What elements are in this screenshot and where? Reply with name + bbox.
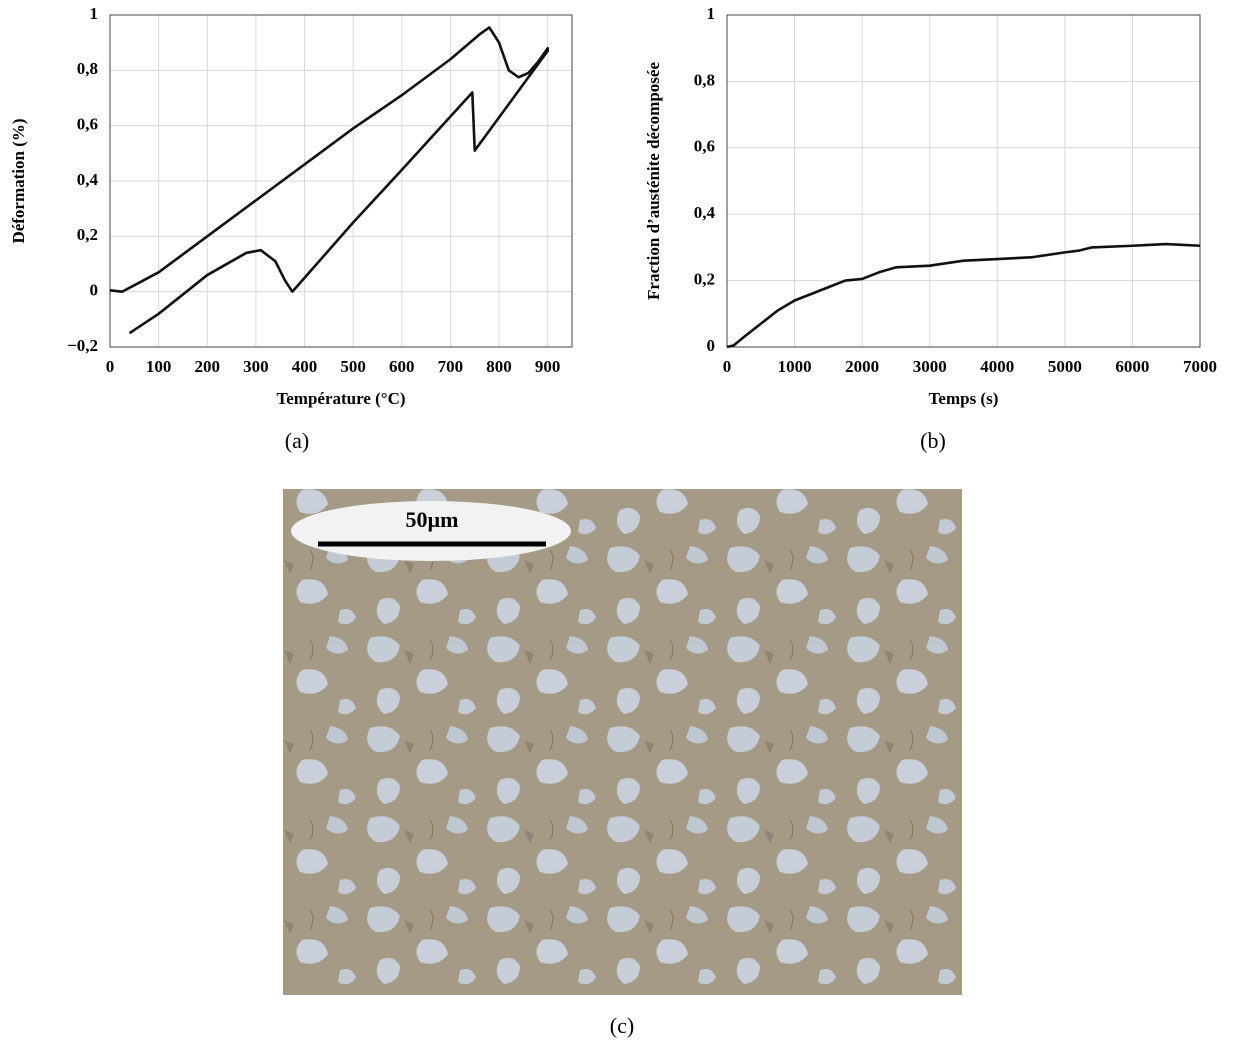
y-tick-label: −0,2 <box>67 336 98 355</box>
chart: 0 1000 2000 3000 4000 5000 6000 7000 0 0,2 0,4 0,6 0… <box>644 4 1217 453</box>
y-tick-label: 0,2 <box>694 270 715 289</box>
caption: (a) <box>285 428 309 453</box>
x-axis-label: Température (°C) <box>276 389 405 408</box>
y-tick-label: 0,4 <box>694 203 716 222</box>
micrograph-image <box>283 489 962 995</box>
plot-frame <box>109 14 573 348</box>
x-tick-label: 2000 <box>845 357 879 376</box>
x-tick-label: 4000 <box>980 357 1014 376</box>
x-tick-label: 0 <box>106 357 115 376</box>
x-tick-label: 400 <box>292 357 318 376</box>
y-axis-label: Fraction d’austénite décomposée <box>644 62 663 300</box>
y-tick-label: 1 <box>707 4 716 23</box>
caption: (c) <box>610 1013 634 1038</box>
x-tick-label: 200 <box>195 357 221 376</box>
x-tick-label: 800 <box>486 357 512 376</box>
y-axis-label: Déformation (%) <box>9 118 28 243</box>
caption: (b) <box>920 428 946 453</box>
y-tick-label: 0,2 <box>77 225 98 244</box>
data-line <box>726 242 1201 349</box>
y-tick-label: 0 <box>707 336 716 355</box>
x-tick-label: 0 <box>723 357 732 376</box>
x-tick-label: 1000 <box>778 357 812 376</box>
x-tick-label: 7000 <box>1183 357 1217 376</box>
chart: 0 100 200 300 400 500 600 700 800 900 −0,2 0 0,2 0,4 0… <box>9 4 573 453</box>
y-tick-label: 0 <box>90 281 99 300</box>
x-tick-label: 3000 <box>913 357 947 376</box>
y-tick-label: 1 <box>90 4 99 23</box>
x-tick-label: 100 <box>146 357 172 376</box>
x-tick-label: 300 <box>243 357 269 376</box>
x-tick-label: 700 <box>438 357 464 376</box>
x-tick-label: 5000 <box>1048 357 1082 376</box>
plot-frame <box>726 14 1201 348</box>
x-axis-label: Temps (s) <box>929 389 999 408</box>
y-tick-label: 0,6 <box>77 115 98 134</box>
y-tick-label: 0,8 <box>694 70 715 89</box>
scale-label: 50µm <box>405 507 458 532</box>
y-tick-label: 0,4 <box>77 170 99 189</box>
data-line <box>109 26 549 335</box>
y-tick-label: 0,6 <box>694 137 715 156</box>
x-tick-label: 6000 <box>1115 357 1149 376</box>
x-tick-label: 600 <box>389 357 415 376</box>
x-tick-label: 500 <box>340 357 366 376</box>
x-tick-label: 900 <box>535 357 561 376</box>
y-tick-label: 0,8 <box>77 59 98 78</box>
micrograph: 50µm (c) <box>283 489 962 1038</box>
